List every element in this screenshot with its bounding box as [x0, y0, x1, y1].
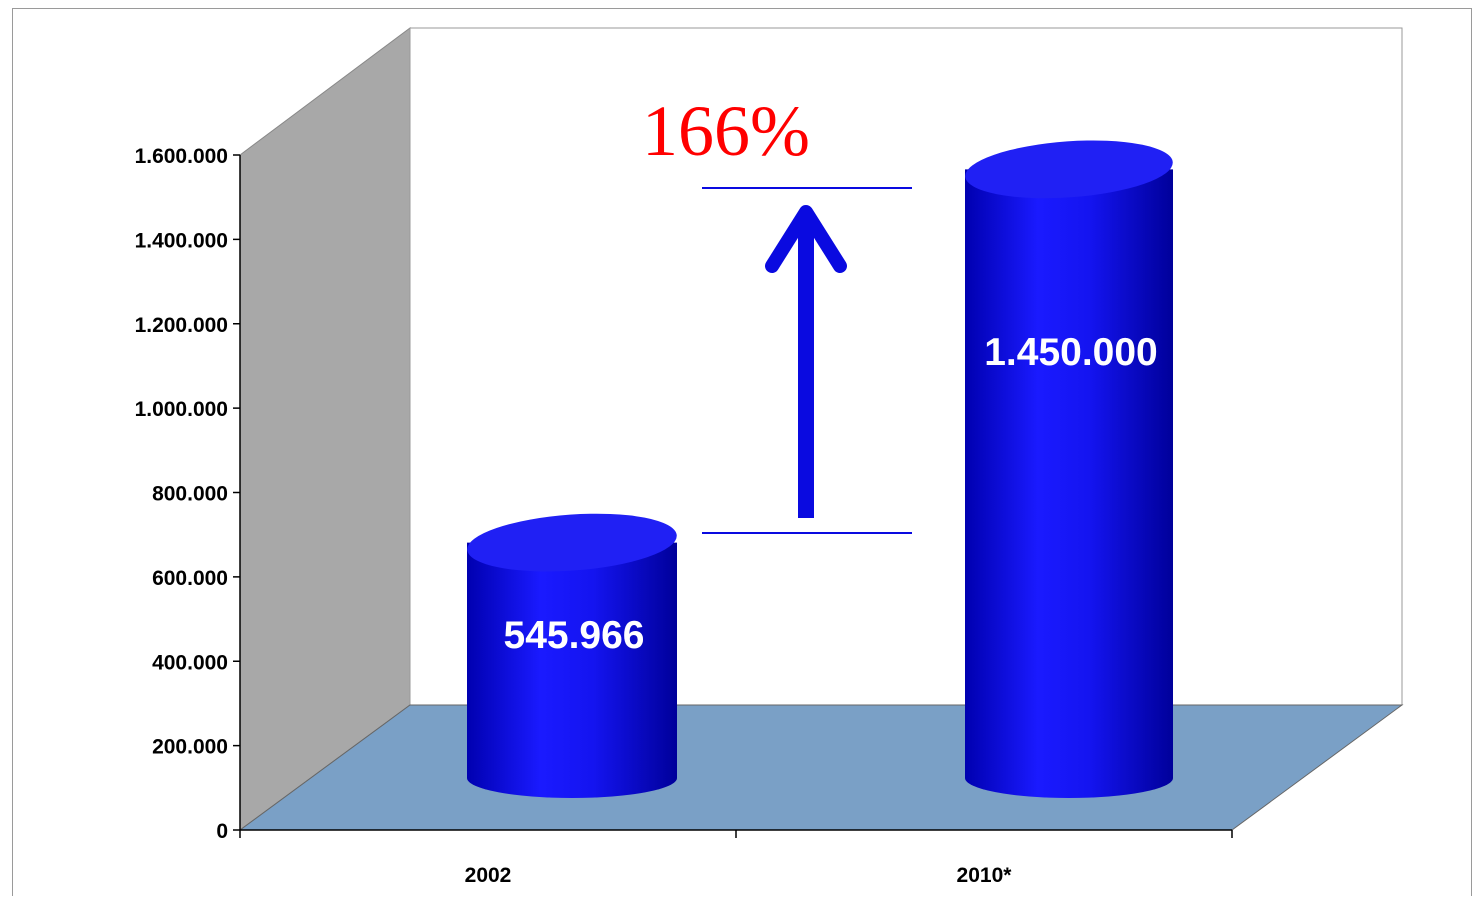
floor [238, 704, 1404, 831]
increase-arrow-head [765, 205, 847, 273]
percent-increase-label: 166% [642, 91, 810, 171]
y-tick-label: 1.400.000 [135, 229, 228, 252]
y-tick-label: 1.000.000 [135, 398, 228, 421]
y-tick-label: 400.000 [152, 651, 228, 674]
y-tick-label: 200.000 [152, 736, 228, 759]
data-label: 545.966 [504, 614, 645, 657]
bar-body [467, 542, 677, 798]
y-tick-label: 0 [216, 820, 228, 843]
side-wall [239, 27, 411, 831]
y-tick-label: 800.000 [152, 483, 228, 506]
bar-top [467, 513, 677, 572]
y-tick-label: 600.000 [152, 567, 228, 590]
y-tick-label: 1.200.000 [135, 314, 228, 337]
x-tick-label: 2010* [957, 864, 1013, 887]
chart-frame [12, 8, 1472, 896]
data-label: 1.450.000 [984, 331, 1158, 374]
x-tick-label: 2002 [465, 864, 512, 887]
y-tick-label: 1.600.000 [135, 145, 228, 168]
bar-top [965, 140, 1173, 199]
bar-body [965, 169, 1173, 798]
